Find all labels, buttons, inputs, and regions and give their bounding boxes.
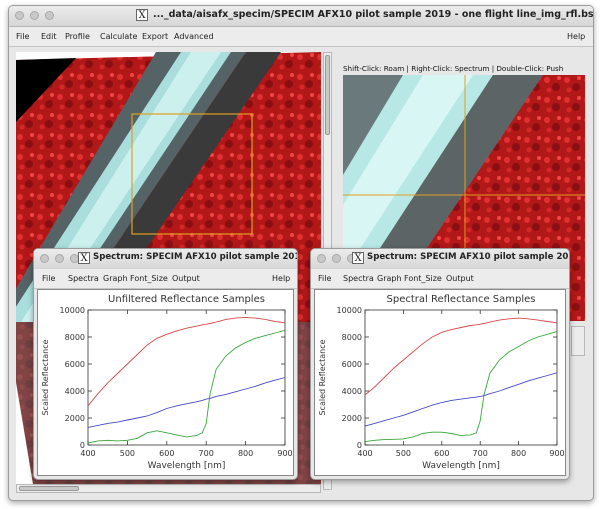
series-line-1 xyxy=(87,316,286,407)
spectrum-window-1: X Spectrum: SPECIM AFX10 pilot sample 20… xyxy=(33,248,298,480)
spectrum-titlebar-1: X Spectrum: SPECIM AFX10 pilot sample 20… xyxy=(34,249,297,270)
series-line-2 xyxy=(87,329,286,444)
x-tick-label: 900 xyxy=(549,449,564,458)
menu-file[interactable]: File xyxy=(42,274,56,283)
main-titlebar: X ..._data/aisafx_specim/SPECIM AFX10 pi… xyxy=(9,6,593,27)
reflectance-chart-2: Spectral Reflectance Samples 400 500 600 700… xyxy=(318,294,565,471)
menu-calculate[interactable]: Calculate xyxy=(100,32,138,41)
series-line-1 xyxy=(364,317,558,396)
x-tick-label: 400 xyxy=(357,449,372,458)
y-tick-label: 0 xyxy=(80,441,85,450)
zoom-button[interactable] xyxy=(45,11,54,20)
window-controls xyxy=(317,254,356,263)
x-tick-label: 800 xyxy=(238,449,253,458)
menu-font-size[interactable]: Font_Size xyxy=(404,274,442,283)
x-axis-label: Wavelength [nm] xyxy=(422,461,500,471)
spectrum-window-2: X Spectrum: SPECIM AFX10 pilot sample 20… xyxy=(310,248,570,480)
menu-profile[interactable]: Profile xyxy=(65,32,90,41)
x-tick-label: 500 xyxy=(120,449,135,458)
y-tick-label: 2000 xyxy=(65,414,85,423)
chart-title: Unfiltered Reflectance Samples xyxy=(108,294,265,305)
series-line-2 xyxy=(364,331,558,443)
plot-frame xyxy=(364,309,558,446)
scroll-thumb[interactable] xyxy=(325,55,330,135)
y-tick-label: 10000 xyxy=(60,306,85,315)
series-line-3 xyxy=(87,377,286,428)
menu-output[interactable]: Output xyxy=(172,274,200,283)
menu-spectra[interactable]: Spectra xyxy=(343,274,374,283)
spectrum-window-title: Spectrum: SPECIM AFX10 pilot sample 2019… xyxy=(367,252,569,262)
minimize-button[interactable] xyxy=(55,254,64,263)
menu-output[interactable]: Output xyxy=(446,274,474,283)
spectrum-window-title: Spectrum: SPECIM AFX10 pilot sample 2019… xyxy=(93,252,297,262)
x-tick-label: 700 xyxy=(473,449,488,458)
window-controls xyxy=(40,254,79,263)
reflectance-chart-1: Unfiltered Reflectance Samples 400 500 600 7… xyxy=(41,294,293,471)
close-button[interactable] xyxy=(317,254,326,263)
series-line-3 xyxy=(364,372,558,427)
main-menubar: File Edit Profile Calculate Export Advan… xyxy=(9,27,593,47)
x11-app-icon: X xyxy=(78,252,90,264)
menu-font-size[interactable]: Font_Size xyxy=(130,274,168,283)
x11-app-icon: X xyxy=(352,252,364,264)
window-controls xyxy=(15,11,54,20)
spectrum-menubar-1: File Spectra Graph Font_Size Output Help xyxy=(34,269,297,289)
x-tick-label: 500 xyxy=(396,449,411,458)
scroll-thumb[interactable] xyxy=(19,486,79,491)
close-button[interactable] xyxy=(15,11,24,20)
x-tick-label: 700 xyxy=(199,449,214,458)
y-tick-label: 8000 xyxy=(342,333,362,342)
plot-frame xyxy=(87,309,286,446)
main-horizontal-scrollbar[interactable] xyxy=(16,484,321,493)
minimize-button[interactable] xyxy=(332,254,341,263)
x-tick-label: 600 xyxy=(159,449,174,458)
spectrum-titlebar-2: X Spectrum: SPECIM AFX10 pilot sample 20… xyxy=(311,249,569,270)
menu-graph[interactable]: Graph xyxy=(377,274,402,283)
menu-spectra[interactable]: Spectra xyxy=(68,274,99,283)
mouse-hint: Shift-Click: Roam | Right-Click: Spectru… xyxy=(343,64,564,73)
y-tick-label: 6000 xyxy=(65,360,85,369)
x11-app-icon: X xyxy=(136,9,148,21)
y-tick-label: 10000 xyxy=(337,306,362,315)
y-tick-label: 4000 xyxy=(65,387,85,396)
menu-file[interactable]: File xyxy=(318,274,332,283)
menu-graph[interactable]: Graph xyxy=(103,274,128,283)
plot-area-1: Unfiltered Reflectance Samples 400 500 600 7… xyxy=(37,289,294,476)
roam-selection-box[interactable] xyxy=(131,113,253,235)
minimize-button[interactable] xyxy=(30,11,39,20)
x-axis-label: Wavelength [nm] xyxy=(148,461,226,471)
x-tick-label: 800 xyxy=(511,449,526,458)
main-window-title: ..._data/aisafx_specim/SPECIM AFX10 pilo… xyxy=(153,9,594,20)
y-tick-label: 8000 xyxy=(65,333,85,342)
menu-help[interactable]: Help xyxy=(567,32,586,41)
x-tick-label: 600 xyxy=(434,449,449,458)
menu-edit[interactable]: Edit xyxy=(41,32,57,41)
y-axis-label: Scaled Reflectance xyxy=(41,339,50,415)
y-axis-label: Scaled Reflectance xyxy=(318,339,327,415)
chart-title: Spectral Reflectance Samples xyxy=(387,294,536,305)
zoom-scrollbar[interactable] xyxy=(571,326,585,356)
menu-advanced[interactable]: Advanced xyxy=(174,32,214,41)
y-tick-label: 6000 xyxy=(342,360,362,369)
y-tick-label: 2000 xyxy=(342,414,362,423)
plot-area-2: Spectral Reflectance Samples 400 500 600 700… xyxy=(314,289,566,476)
x-tick-label: 900 xyxy=(277,449,292,458)
menu-file[interactable]: File xyxy=(16,32,30,41)
close-button[interactable] xyxy=(40,254,49,263)
menu-help[interactable]: Help xyxy=(272,274,291,283)
y-tick-label: 4000 xyxy=(342,387,362,396)
spectrum-menubar-2: File Spectra Graph Font_Size Output xyxy=(311,269,569,289)
menu-export[interactable]: Export xyxy=(142,32,169,41)
x-tick-label: 400 xyxy=(80,449,95,458)
y-tick-label: 0 xyxy=(357,441,362,450)
